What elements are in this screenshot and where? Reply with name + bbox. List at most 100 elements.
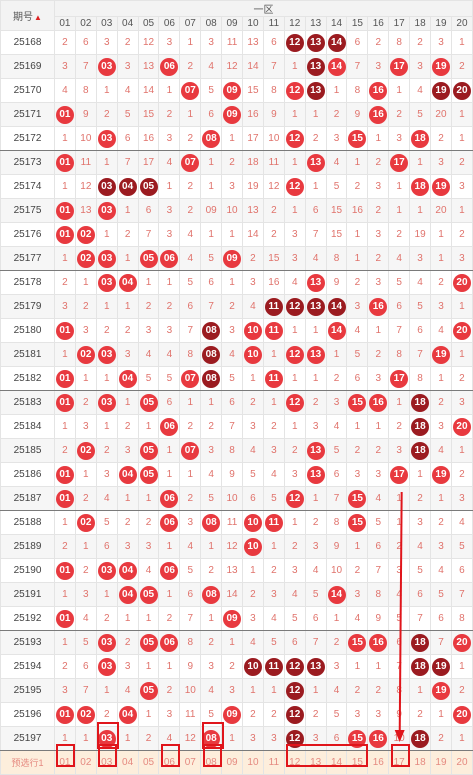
drawn-number-ball: 08 [202,513,221,532]
cell-20: 3 [450,486,473,511]
cell-11: 1 [262,390,285,415]
prediction-cell-02[interactable]: 02 [74,750,97,775]
table-row: 25184 1 3 1 2 1 06 2 2 7 3 2 1 3 4 1 1 2 18 3 20 [0,414,473,439]
drawn-number-ball: 19 [431,57,450,76]
cell-16: 1 [367,126,390,151]
cell-10: 10 [242,510,264,535]
cell-18: 4 [409,534,432,559]
drawn-number-ball: 01 [55,609,74,628]
cell-17: 5 [388,270,411,295]
prediction-cell-13[interactable]: 13 [304,750,327,775]
prediction-cell-04[interactable]: 04 [116,750,139,775]
cell-09: 9 [221,462,244,487]
cell-04: 04 [116,462,139,487]
cell-02: 12 [74,174,97,199]
cell-18: 1 [409,150,432,175]
cell-04: 2 [116,222,139,247]
cell-07: 1 [179,102,202,127]
prediction-cell-14[interactable]: 14 [325,750,348,775]
cell-16: 6 [367,534,390,559]
cell-02: 02 [74,438,97,463]
issue-number: 25177 [0,246,55,271]
prediction-cell-20[interactable]: 20 [450,750,473,775]
cell-03: 03 [95,654,118,679]
cell-09: 2 [221,654,244,679]
issue-number: 25194 [0,654,55,679]
drawn-number-ball: 10 [243,537,262,556]
sort-arrow-icon[interactable]: ▲ [34,13,42,22]
cell-02: 02 [74,246,97,271]
prediction-cell-09[interactable]: 09 [221,750,244,775]
cell-12: 12 [283,294,306,319]
prediction-cell-01[interactable]: 01 [54,750,76,775]
cell-08: 5 [200,246,223,271]
cell-18: 18 [409,630,432,655]
prediction-cell-15[interactable]: 15 [346,750,369,775]
cell-16: 3 [367,462,390,487]
cell-12: 12 [283,126,306,151]
cell-01: 01 [54,390,76,415]
cell-12: 12 [283,342,306,367]
prediction-cell-05[interactable]: 05 [137,750,160,775]
cell-15: 5 [346,342,369,367]
cell-11: 2 [262,702,285,727]
prediction-cell-18[interactable]: 18 [409,750,432,775]
cell-17: 3 [388,558,411,583]
issue-number: 25191 [0,582,55,607]
drawn-number-ball: 11 [264,513,283,532]
drawn-number-ball: 13 [306,465,325,484]
cell-17: 3 [388,438,411,463]
issue-number: 25192 [0,606,55,631]
issue-column-header[interactable]: 期号▲ [0,0,55,31]
cell-02: 2 [74,486,97,511]
cell-10: 18 [242,150,264,175]
prediction-cell-06[interactable]: 06 [158,750,181,775]
cell-12: 12 [283,726,306,751]
issue-number: 25178 [0,270,55,295]
drawn-number-ball: 12 [285,297,304,316]
cell-13: 3 [304,534,327,559]
cell-08: 4 [200,678,223,703]
drawn-number-ball: 12 [285,729,304,748]
cell-13: 13 [304,270,327,295]
cell-16: 2 [367,150,390,175]
cell-09: 1 [221,270,244,295]
issue-number: 25183 [0,390,55,415]
cell-13: 2 [304,126,327,151]
cell-06: 1 [158,534,181,559]
cell-04: 2 [116,318,139,343]
prediction-cell-16[interactable]: 16 [367,750,390,775]
drawn-number-ball: 03 [97,57,116,76]
cell-07: 07 [179,150,202,175]
cell-09: 10 [221,198,244,223]
prediction-cell-12[interactable]: 12 [283,750,306,775]
prediction-cell-19[interactable]: 19 [430,750,452,775]
prediction-cell-17[interactable]: 17 [388,750,411,775]
cell-05: 05 [137,462,160,487]
cell-06: 3 [158,126,181,151]
cell-07: 6 [179,294,202,319]
drawn-number-ball: 15 [348,729,367,748]
cell-04: 2 [116,630,139,655]
cell-09: 11 [221,510,244,535]
trend-rows: 25168 2 6 3 2 12 3 1 3 11 13 6 12 13 14 6 2 8 2 3 1 25169 3 7 03… [0,30,473,775]
prediction-cell-03[interactable]: 03 [95,750,118,775]
prediction-cell-11[interactable]: 11 [262,750,285,775]
drawn-number-ball: 04 [118,177,137,196]
drawn-number-ball: 09 [223,81,242,100]
drawn-number-ball: 02 [76,345,95,364]
cell-05: 3 [137,318,160,343]
cell-03: 3 [95,30,118,55]
prediction-cell-10[interactable]: 10 [242,750,264,775]
prediction-cell-07[interactable]: 07 [179,750,202,775]
cell-14: 6 [325,726,348,751]
cell-06: 6 [158,390,181,415]
cell-16: 9 [367,606,390,631]
cell-04: 2 [116,30,139,55]
cell-18: 1 [409,678,432,703]
drawn-number-ball: 05 [139,585,158,604]
prediction-cell-08[interactable]: 08 [200,750,223,775]
cell-01: 2 [54,438,76,463]
drawn-number-ball: 05 [139,681,158,700]
